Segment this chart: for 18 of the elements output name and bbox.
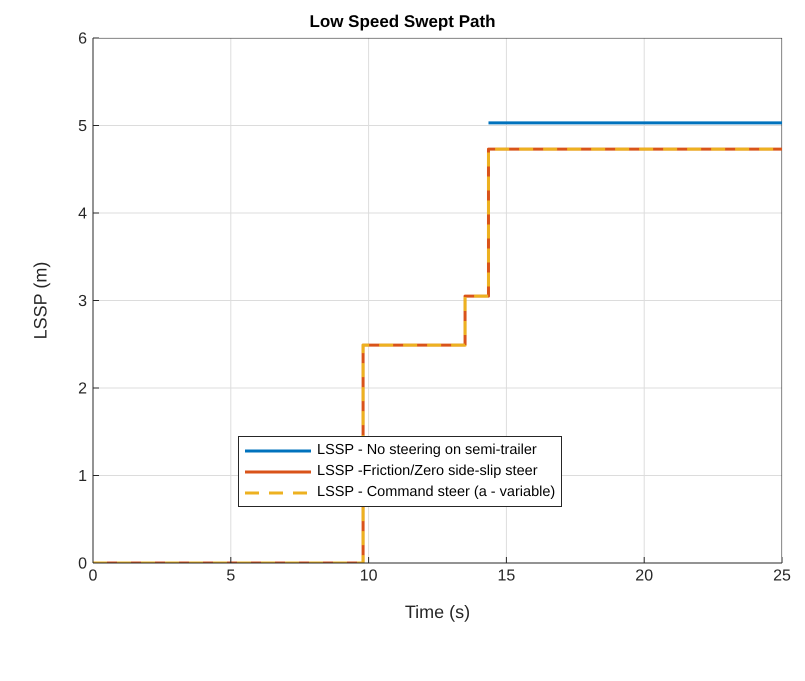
legend-label: LSSP - Command steer (a - variable): [317, 483, 556, 502]
x-tick-label: 20: [635, 567, 654, 584]
y-tick-label: 5: [78, 118, 88, 136]
y-tick-label: 3: [78, 293, 88, 310]
x-axis-title: Time (s): [404, 602, 470, 622]
legend-label: LSSP - No steering on semi-trailer: [317, 441, 537, 460]
x-tick-label: 15: [498, 567, 516, 584]
legend-label: LSSP -Friction/Zero side-slip steer: [317, 462, 538, 481]
chart-title: Low Speed Swept Path: [308, 12, 497, 32]
y-tick-label: 0: [78, 556, 88, 573]
y-axis-title: LSSP (m): [30, 262, 50, 340]
x-tick-label: 10: [360, 567, 378, 584]
x-tick-label: 25: [773, 567, 791, 584]
y-tick-label: 4: [78, 206, 88, 223]
y-tick-label: 1: [78, 468, 88, 486]
y-tick-label: 6: [78, 30, 88, 48]
x-tick-label: 5: [226, 567, 236, 584]
y-tick-label: 2: [78, 380, 88, 398]
